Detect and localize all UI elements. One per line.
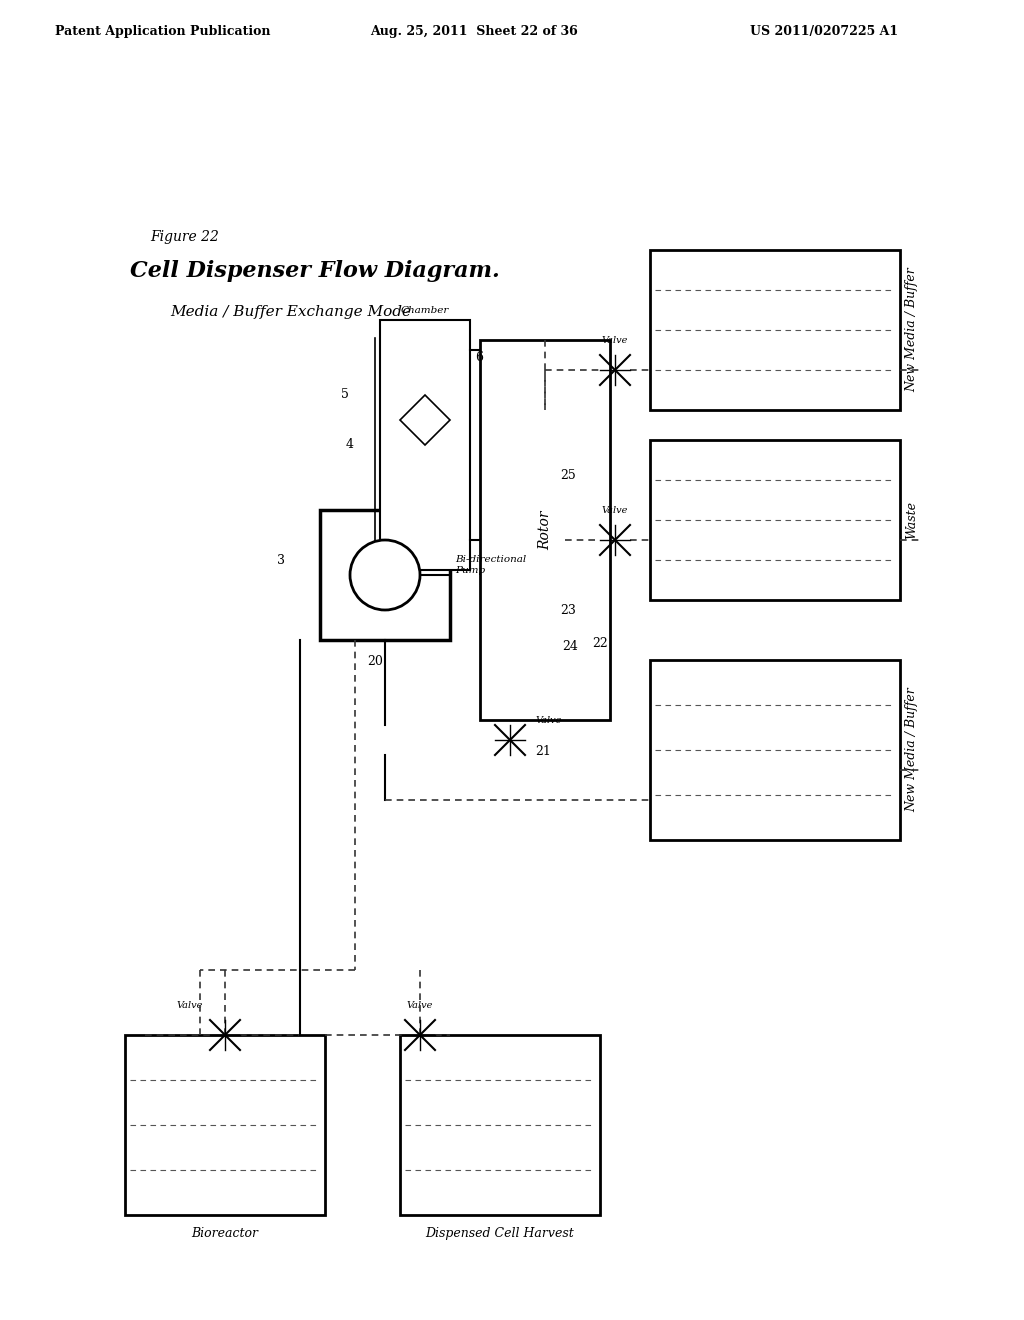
Text: 25: 25 xyxy=(560,469,575,482)
Text: Cell Dispenser Flow Diagram.: Cell Dispenser Flow Diagram. xyxy=(130,260,500,282)
Text: Valve: Valve xyxy=(535,715,561,725)
Bar xyxy=(480,341,610,719)
Text: 6: 6 xyxy=(475,351,483,364)
Bar xyxy=(650,440,900,601)
Text: 21: 21 xyxy=(535,744,551,758)
Text: Aug. 25, 2011  Sheet 22 of 36: Aug. 25, 2011 Sheet 22 of 36 xyxy=(370,25,578,38)
Text: 20: 20 xyxy=(367,655,383,668)
Text: Patent Application Publication: Patent Application Publication xyxy=(55,25,270,38)
Text: Valve: Valve xyxy=(602,337,628,345)
Text: New Media / Buffer: New Media / Buffer xyxy=(905,268,918,392)
Circle shape xyxy=(350,540,420,610)
Text: Figure 22: Figure 22 xyxy=(150,230,219,244)
Bar xyxy=(319,510,450,640)
Text: US 2011/0207225 A1: US 2011/0207225 A1 xyxy=(750,25,898,38)
Bar xyxy=(400,1035,600,1214)
Text: Rotor: Rotor xyxy=(538,511,552,549)
Bar xyxy=(380,319,470,570)
Text: Valve: Valve xyxy=(177,1001,203,1010)
Text: Bioreactor: Bioreactor xyxy=(191,1228,258,1239)
Text: Waste: Waste xyxy=(905,502,918,539)
Text: Bi-directional
Pump: Bi-directional Pump xyxy=(455,556,526,574)
Text: 22: 22 xyxy=(592,638,608,649)
Text: Dispensed Cell Harvest: Dispensed Cell Harvest xyxy=(426,1228,574,1239)
Text: 5: 5 xyxy=(341,388,349,401)
Text: New Media / Buffer: New Media / Buffer xyxy=(905,688,918,812)
Text: Media / Buffer Exchange Mode: Media / Buffer Exchange Mode xyxy=(170,305,411,319)
Bar xyxy=(125,1035,325,1214)
Text: 23: 23 xyxy=(560,603,575,616)
Text: 3: 3 xyxy=(278,553,285,566)
Text: 4: 4 xyxy=(346,438,354,451)
Bar xyxy=(650,249,900,411)
Text: 24: 24 xyxy=(562,640,578,653)
Text: Valve: Valve xyxy=(602,506,628,515)
Text: Valve: Valve xyxy=(407,1001,433,1010)
Bar xyxy=(650,660,900,840)
Text: Chamber: Chamber xyxy=(400,306,450,315)
